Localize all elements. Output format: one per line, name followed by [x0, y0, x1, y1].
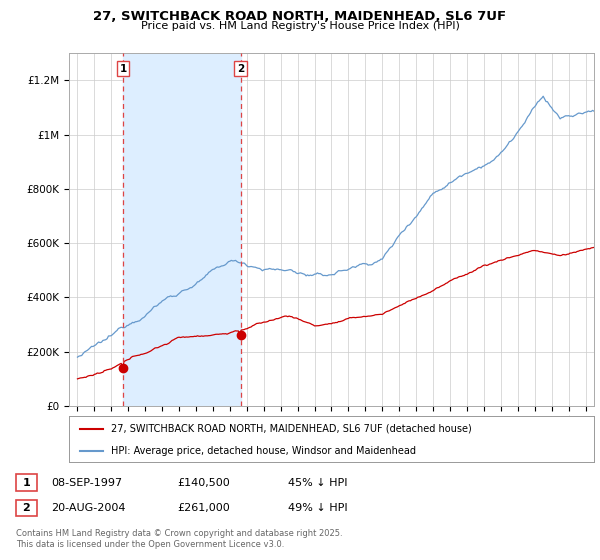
Text: HPI: Average price, detached house, Windsor and Maidenhead: HPI: Average price, detached house, Wind… [111, 446, 416, 455]
Text: 1: 1 [119, 64, 127, 74]
Text: 20-AUG-2004: 20-AUG-2004 [51, 503, 125, 513]
Text: 2: 2 [237, 64, 244, 74]
Text: 2: 2 [22, 503, 30, 513]
Text: £140,500: £140,500 [177, 478, 230, 488]
Text: 45% ↓ HPI: 45% ↓ HPI [288, 478, 347, 488]
Text: 08-SEP-1997: 08-SEP-1997 [51, 478, 122, 488]
Text: £261,000: £261,000 [177, 503, 230, 513]
Bar [123, 53, 241, 406]
Text: Contains HM Land Registry data © Crown copyright and database right 2025.
This d: Contains HM Land Registry data © Crown c… [16, 529, 343, 549]
Text: 27, SWITCHBACK ROAD NORTH, MAIDENHEAD, SL6 7UF (detached house): 27, SWITCHBACK ROAD NORTH, MAIDENHEAD, S… [111, 424, 472, 434]
Text: Price paid vs. HM Land Registry's House Price Index (HPI): Price paid vs. HM Land Registry's House … [140, 21, 460, 31]
Text: 1: 1 [22, 478, 30, 488]
Text: 49% ↓ HPI: 49% ↓ HPI [288, 503, 347, 513]
Text: 27, SWITCHBACK ROAD NORTH, MAIDENHEAD, SL6 7UF: 27, SWITCHBACK ROAD NORTH, MAIDENHEAD, S… [94, 10, 506, 22]
